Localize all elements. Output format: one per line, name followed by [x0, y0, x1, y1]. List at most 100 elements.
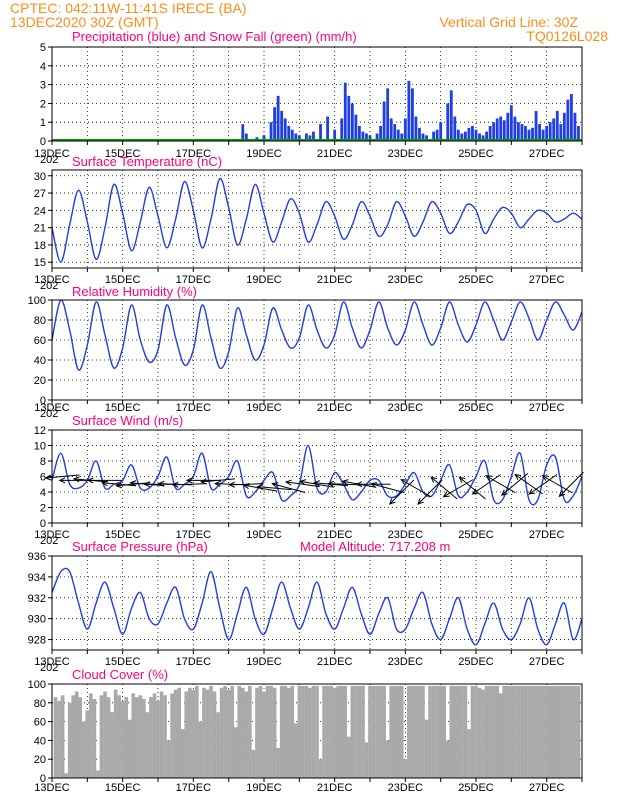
wind-arrow-head — [58, 477, 66, 484]
x-tick-label: 15DEC — [105, 402, 141, 414]
y-tick-label: 100 — [28, 295, 46, 307]
cloud-bar — [71, 695, 76, 778]
cloud-bar — [445, 740, 450, 778]
y-tick-label: 936 — [28, 551, 46, 563]
wind-arrow-head — [72, 476, 80, 483]
series-line-pressure — [52, 567, 582, 646]
precip-bar — [495, 118, 499, 141]
x-tick-label: 17DEC — [176, 402, 212, 414]
x-tick-label: 27DEC — [529, 782, 565, 794]
cloud-bar — [530, 685, 535, 778]
cloud-bar — [293, 723, 298, 778]
cloud-bar — [523, 685, 528, 778]
cloud-bar — [399, 685, 404, 778]
y-tick-label: 4 — [40, 487, 46, 499]
precip-bar — [446, 103, 450, 141]
cloud-bar — [449, 685, 454, 778]
wind-arrow-head — [214, 480, 221, 487]
y-tick-label: 0 — [40, 773, 46, 785]
cloud-bar — [357, 685, 362, 778]
x-tick-label: 27DEC — [529, 529, 565, 541]
precip-bar — [403, 118, 407, 141]
cloud-bar — [463, 685, 468, 778]
y-tick-label: 40 — [34, 355, 46, 367]
y-tick-label: 60 — [34, 335, 46, 347]
wind-arrow-head — [400, 479, 408, 485]
panels: Precipitation (blue) and Snow Fall (gree… — [28, 29, 584, 794]
precip-bar — [357, 125, 361, 141]
cloud-bar — [81, 721, 86, 778]
x-tick-label: 27DEC — [529, 402, 565, 414]
cloud-bar — [361, 685, 365, 778]
x-tick-label: 21DEC — [317, 782, 353, 794]
wind-arrow — [514, 474, 544, 495]
cloud-bar — [311, 685, 316, 778]
precip-bar — [241, 124, 245, 141]
cloud-bar — [304, 685, 309, 778]
wind-arrow-head — [185, 477, 193, 484]
precip-bar — [354, 114, 358, 141]
y-tick-label: 24 — [34, 205, 46, 217]
y-tick-label: 60 — [34, 717, 46, 729]
x-tick-label: 27DEC — [529, 274, 565, 286]
cloud-bar — [474, 685, 478, 778]
wind-arrow-head — [44, 474, 52, 481]
cloud-bar — [548, 685, 553, 778]
cloud-bar — [272, 687, 277, 778]
cloud-bar — [513, 685, 517, 778]
cloud-bar — [442, 685, 447, 778]
y-tick-label: 18 — [34, 240, 46, 252]
cloud-bar — [364, 742, 369, 778]
cloud-bar — [481, 689, 485, 778]
x-tick-label: 17DEC — [176, 656, 212, 668]
wind-arrow — [417, 479, 443, 505]
x-tick-label: 19DEC — [246, 656, 282, 668]
y-tick-label: 934 — [28, 572, 46, 584]
cloud-bar — [53, 697, 58, 778]
wind-arrow — [389, 479, 415, 505]
panel-title-temp: Surface Temperature (nC) — [72, 154, 222, 169]
x-tick-label: 13DEC — [34, 529, 70, 541]
cloud-bar — [541, 685, 545, 778]
precip-bar — [467, 127, 471, 141]
cloud-bar — [248, 685, 252, 778]
precip-bar — [531, 127, 534, 141]
y-tick-label: 6 — [40, 472, 46, 484]
cloud-bar — [509, 685, 514, 778]
precip-bar — [347, 95, 351, 141]
precip-bar — [386, 88, 390, 141]
cloud-bar — [60, 695, 65, 778]
cloud-bar — [202, 687, 206, 778]
panel-frame-cloud — [51, 683, 583, 779]
y-tick-label: 930 — [28, 614, 46, 626]
panel-humidity: Relative Humidity (%) 0 20 40 60 80 100 13DEC 15… — [28, 284, 583, 420]
year-stub: 202 — [40, 408, 58, 420]
cloud-bar — [223, 685, 227, 778]
cloud-bar — [495, 685, 500, 778]
panel-frame-wind — [51, 429, 583, 524]
wind-arrow-head — [355, 481, 363, 488]
cloud-bar — [276, 747, 280, 778]
wind-arrow-head — [157, 480, 165, 487]
precip-bar — [244, 133, 248, 141]
wind-arrow — [400, 479, 431, 498]
x-tick-label: 25DEC — [458, 402, 494, 414]
x-tick-label: 23DEC — [388, 782, 424, 794]
precip-bar — [393, 124, 397, 141]
wind-arrow-head — [471, 488, 479, 495]
panel-pressure: Surface Pressure (hPa) Model Altitude: 71… — [28, 539, 583, 674]
precip-bar — [453, 116, 457, 141]
cloud-bar — [368, 685, 372, 778]
precip-bar — [577, 125, 580, 141]
cloud-bar — [346, 736, 351, 778]
cloud-bar — [537, 685, 542, 778]
wind-arrow-head — [256, 484, 264, 491]
year-stub: 202 — [40, 154, 58, 166]
precip-bar — [552, 118, 556, 141]
wind-arrow-head — [442, 491, 450, 498]
cloud-bar — [336, 685, 341, 778]
x-tick-label: 17DEC — [176, 148, 212, 160]
wind-arrow-head — [528, 488, 536, 495]
x-tick-label: 23DEC — [388, 148, 424, 160]
